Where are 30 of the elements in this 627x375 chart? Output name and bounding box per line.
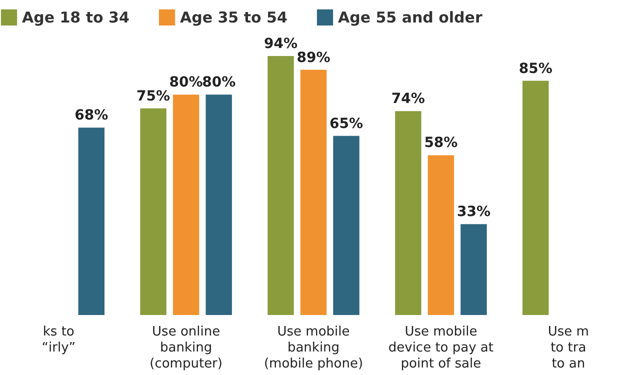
bar xyxy=(428,155,454,315)
x-tick-label: Use mobile banking (mobile phone) xyxy=(264,324,364,372)
x-tick-label: ks to “irly” xyxy=(42,324,76,356)
data-label: 89% xyxy=(296,50,330,66)
x-tick-label: Use online banking (computer) xyxy=(150,324,222,372)
bar xyxy=(268,56,294,315)
bar xyxy=(206,94,232,315)
bar xyxy=(300,70,327,315)
data-label: 74% xyxy=(391,91,425,108)
data-label: 75% xyxy=(136,88,170,104)
legend-label: Age 35 to 54 xyxy=(180,8,288,26)
data-label: 85% xyxy=(518,60,552,77)
bar xyxy=(395,111,422,315)
data-label: 68% xyxy=(74,108,108,124)
data-label: 80% xyxy=(169,74,203,91)
bar xyxy=(522,80,549,315)
legend-label: Age 55 and older xyxy=(338,8,483,26)
bar xyxy=(172,94,200,315)
x-tick-label: Use m to tra to an xyxy=(548,324,589,372)
bar xyxy=(460,224,487,315)
data-label: 94% xyxy=(264,36,298,52)
legend-label: Age 18 to 34 xyxy=(22,8,130,26)
bar xyxy=(140,108,166,315)
data-label: 33% xyxy=(456,204,490,220)
data-label: 65% xyxy=(330,116,364,132)
data-label: 58% xyxy=(424,135,458,152)
bar xyxy=(333,136,360,315)
data-label: 80% xyxy=(202,74,236,91)
bar xyxy=(78,128,104,315)
x-tick-label: Use mobile device to pay at point of sale xyxy=(388,324,494,372)
